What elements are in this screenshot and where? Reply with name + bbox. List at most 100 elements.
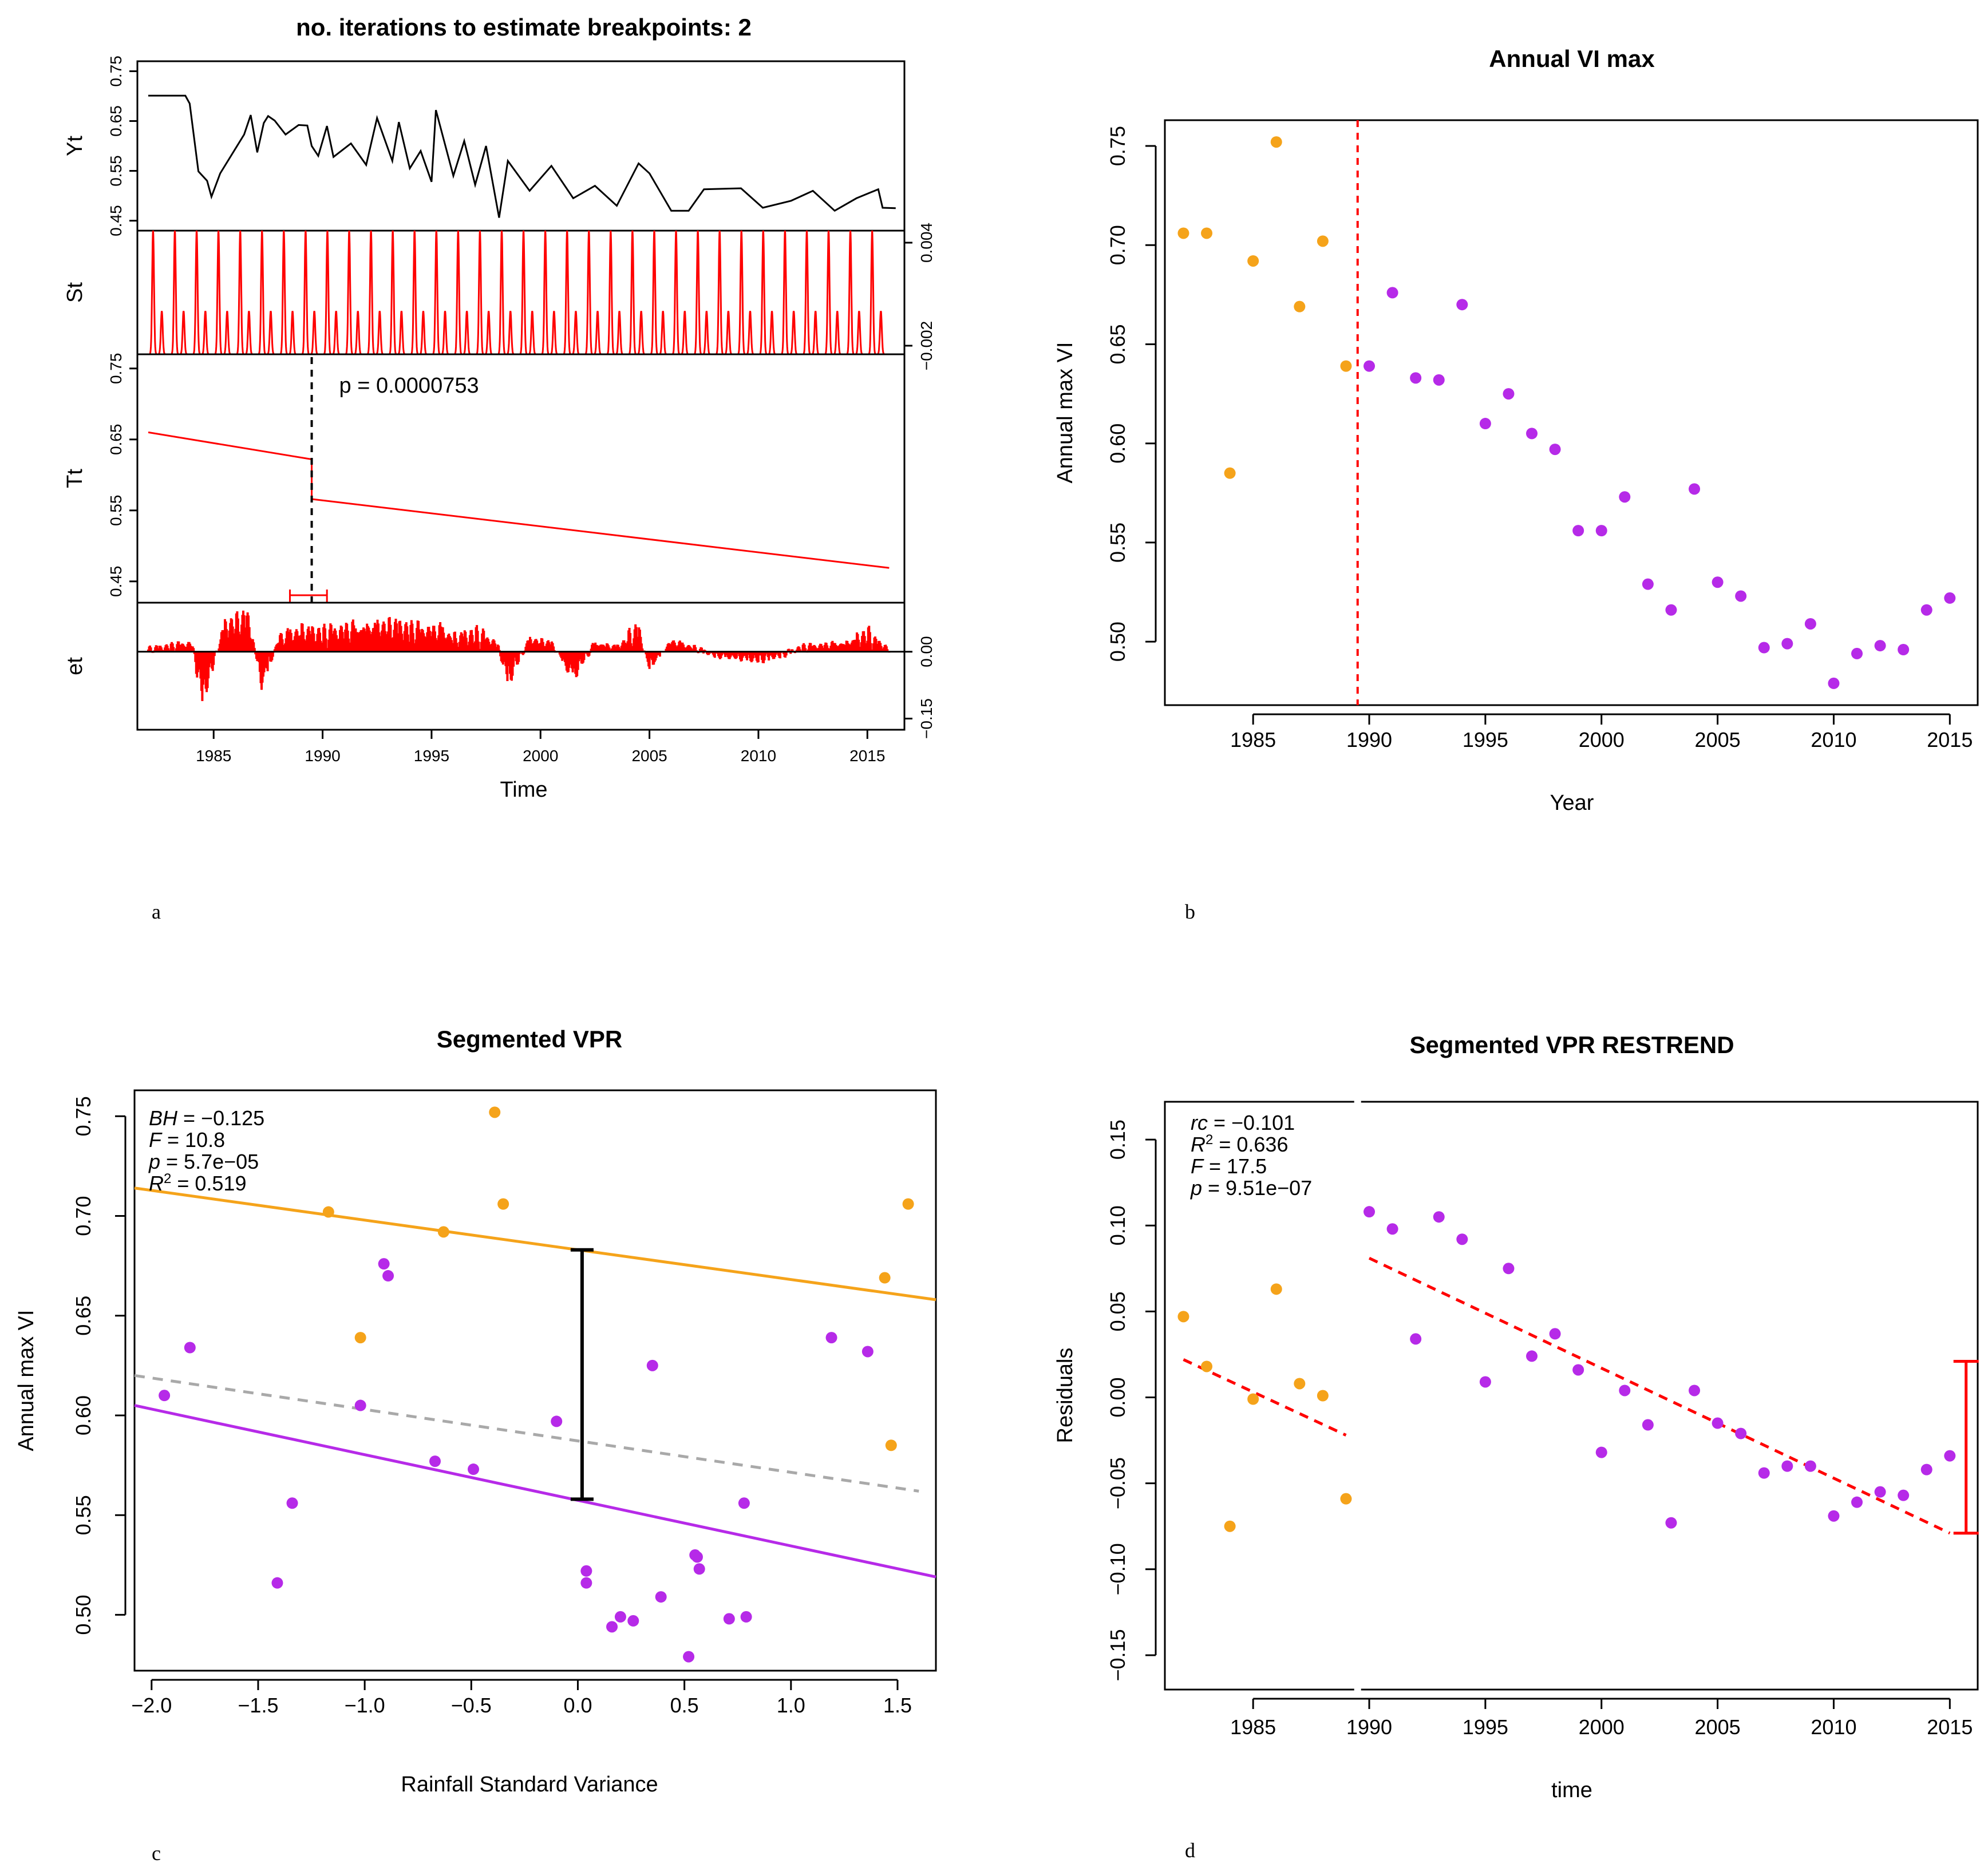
- et-tick-label: 0.00: [918, 636, 935, 667]
- post-point: [1689, 483, 1701, 495]
- post-point: [1549, 444, 1561, 456]
- y-tick-label: 0.70: [1106, 225, 1129, 265]
- panel-b-title: Annual VI max: [1489, 45, 1655, 72]
- panel-d-xlabel: time: [1551, 1778, 1592, 1802]
- pre-point: [1201, 227, 1213, 239]
- post-point: [1851, 1496, 1863, 1508]
- pre-point: [1270, 1283, 1282, 1295]
- post-point: [1758, 642, 1770, 654]
- pre-point: [1224, 1520, 1236, 1532]
- y-tick-label: 0.10: [1106, 1205, 1129, 1245]
- post-point: [1433, 374, 1445, 386]
- yt-tick-label: 0.75: [107, 56, 125, 87]
- pre-trend-line: [1183, 1358, 1347, 1437]
- x-tick-label: −1.5: [238, 1694, 278, 1717]
- x-tick-label: 2000: [1579, 1715, 1625, 1739]
- tt-tick-label: 0.45: [107, 566, 125, 598]
- post-point: [738, 1497, 750, 1509]
- post-point: [1410, 372, 1422, 384]
- panel-c-frame: [133, 1089, 937, 1672]
- y-tick-label: 0.75: [72, 1096, 95, 1136]
- panel-d-breakpoint-gap: [1354, 1099, 1361, 1692]
- yt-frame: [136, 60, 906, 232]
- pre-point: [322, 1206, 334, 1218]
- y-tick-label: 0.65: [1106, 324, 1129, 364]
- x-tick-label: 2010: [741, 747, 776, 765]
- pre-point: [1201, 1360, 1213, 1372]
- panel-b-letter: b: [1185, 900, 1195, 923]
- panel-b-annual-vi-max: Annual VI max 1985 1990 1995 2000 2005 2010 20…: [1053, 45, 1979, 923]
- post-point: [1712, 1417, 1724, 1429]
- tt-trend-segment-2: [311, 498, 890, 569]
- post-point: [1920, 604, 1932, 616]
- stat-r2: R2 = 0.636: [1191, 1132, 1288, 1157]
- panel-a-x-axis: 1985 1990 1995 2000 2005 2010 2015: [196, 730, 885, 765]
- panel-c-points: [159, 1106, 914, 1663]
- pre-point: [1247, 1393, 1259, 1405]
- y-tick-label: 0.55: [1106, 523, 1129, 563]
- y-tick-label: −0.10: [1106, 1543, 1129, 1595]
- panel-d-axes: 1985 1990 1995 2000 2005 2010 2015 −0.15 −0.10 −0…: [1106, 1120, 1973, 1739]
- yt-tick-label: 0.45: [107, 205, 125, 236]
- x-tick-label: 1985: [1230, 728, 1276, 751]
- x-tick-label: 2015: [849, 747, 885, 765]
- panel-a-decomposition: no. iterations to estimate breakpoints: …: [63, 14, 935, 923]
- combined-fit-line: [134, 1374, 919, 1493]
- post-point: [1619, 491, 1631, 503]
- stat-f: F = 10.8: [149, 1128, 225, 1152]
- post-point: [1828, 677, 1840, 689]
- post-point: [1944, 592, 1956, 604]
- post-point: [1851, 647, 1863, 659]
- stat-r2: R2 = 0.519: [149, 1171, 246, 1196]
- post-point: [1572, 1364, 1584, 1376]
- pre-point: [437, 1226, 449, 1238]
- residual-change-bracket: [1953, 1359, 1979, 1535]
- x-tick-label: 2005: [1695, 1715, 1741, 1739]
- st-row: St −0.002 0.004: [63, 223, 935, 370]
- tt-trend-segment-1: [148, 431, 312, 460]
- pre-point: [1317, 235, 1329, 247]
- x-tick-label: 1985: [1230, 1715, 1276, 1739]
- panel-c-title: Segmented VPR: [437, 1026, 622, 1053]
- panel-a-letter: a: [152, 900, 161, 923]
- pre-point: [885, 1439, 897, 1451]
- y-tick-label: 0.55: [72, 1495, 95, 1535]
- pre-point: [1340, 360, 1352, 372]
- yt-row: Yt 0.45 0.55 0.65 0.75: [63, 56, 906, 236]
- pre-point: [1294, 1378, 1306, 1390]
- post-point: [1642, 578, 1654, 590]
- y-tick-label: 0.75: [1106, 126, 1129, 166]
- post-point: [1920, 1463, 1932, 1476]
- x-tick-label: 1.5: [883, 1694, 912, 1717]
- post-point: [1898, 1489, 1910, 1501]
- post-point: [1758, 1467, 1770, 1479]
- tt-breakpoint-ci: [288, 590, 328, 602]
- pre-point: [1270, 136, 1282, 148]
- tt-p-value: p = 0.0000753: [339, 374, 479, 398]
- x-tick-label: 2000: [523, 747, 558, 765]
- yt-tick-label: 0.55: [107, 155, 125, 187]
- post-point: [1526, 1350, 1538, 1362]
- post-point: [1410, 1333, 1422, 1345]
- pre-point: [1177, 227, 1189, 239]
- post-point: [1804, 618, 1816, 630]
- tt-tick-label: 0.75: [107, 353, 125, 385]
- post-point: [1665, 604, 1677, 616]
- panel-c-xlabel: Rainfall Standard Variance: [401, 1773, 658, 1797]
- panel-c-segmented-vpr: Segmented VPR −2.0 −1.5 −1.0 −0.5 0.0 0.5 1.0 1…: [14, 1026, 937, 1865]
- x-tick-label: 2010: [1811, 728, 1856, 751]
- post-point: [1665, 1517, 1677, 1529]
- stat-f: F = 17.5: [1191, 1154, 1267, 1178]
- post-point: [551, 1415, 563, 1427]
- post-point: [1595, 525, 1607, 537]
- y-tick-label: −0.15: [1106, 1629, 1129, 1681]
- y-tick-label: 0.15: [1106, 1120, 1129, 1160]
- pre-point: [1294, 300, 1306, 312]
- panel-a-xlabel: Time: [500, 778, 547, 802]
- st-series: [148, 230, 890, 355]
- post-point: [1828, 1510, 1840, 1522]
- y-tick-label: 0.05: [1106, 1291, 1129, 1331]
- pre-point: [1340, 1493, 1352, 1505]
- x-tick-label: −1.0: [345, 1694, 385, 1717]
